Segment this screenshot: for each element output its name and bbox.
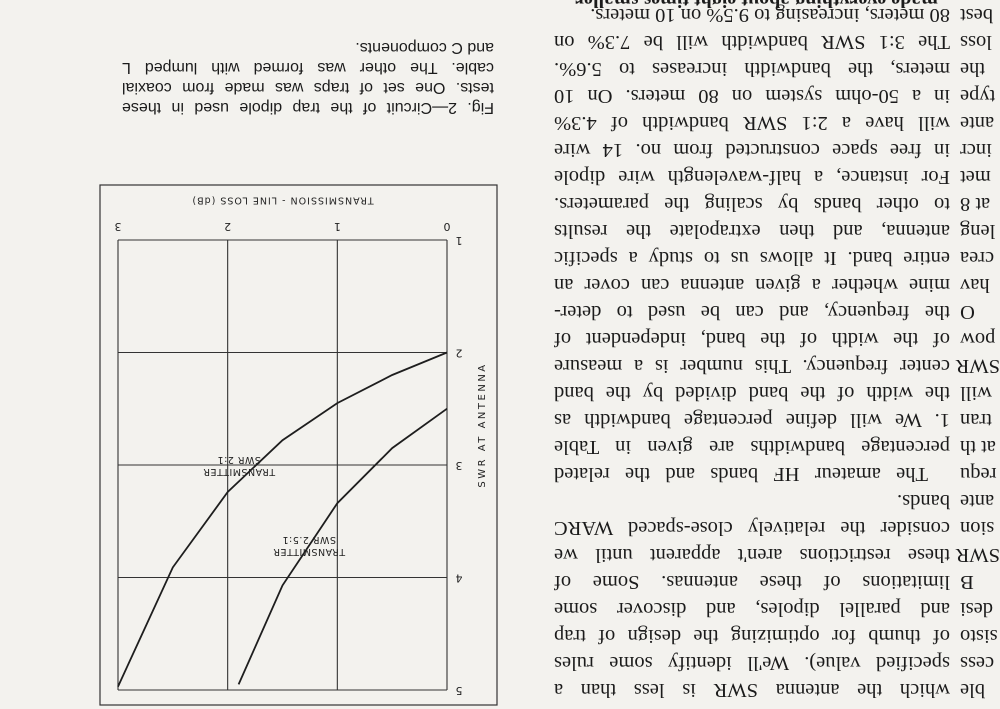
caption-line: tests. One set of traps was made from co…	[122, 79, 494, 96]
column-fragment: desi	[960, 598, 994, 620]
text-line: consider the relatively close-spaced WAR…	[554, 517, 950, 539]
text-line: antenna, and then extrapolate the result…	[554, 220, 950, 242]
caption-line: and C components.	[355, 39, 494, 56]
text-line: in a 50-ohm system on 80 meters. On 10	[554, 85, 950, 107]
y-tick-label: 3	[456, 459, 463, 472]
caption-line: cable. The other was formed with lumped …	[122, 59, 494, 76]
curve-label: TRANSMITTER SWR 2:1	[202, 454, 276, 477]
x-tick-label: 1	[334, 220, 341, 233]
text-line: in free space constructed from no. 14 wi…	[554, 139, 950, 161]
column-fragment: ante	[960, 490, 995, 512]
caption-line: Fig. 2—Circuit of the trap dipole used i…	[122, 99, 494, 116]
x-tick-label: 3	[115, 220, 122, 233]
text-line: of thumb for optimizing the design of tr…	[554, 625, 950, 647]
column-fragment: ante	[960, 112, 995, 134]
text-line: bands.	[897, 490, 950, 512]
y-tick-label: 4	[456, 572, 463, 585]
text-line: percentage bandwidths are given in Table	[554, 436, 950, 458]
column-fragment: met	[960, 166, 991, 188]
y-tick-label: 2	[456, 347, 463, 360]
column-fragment: hav	[960, 274, 990, 296]
column-fragment: SWR	[955, 355, 1000, 377]
column-fragment: type	[960, 85, 996, 107]
text-line: these restrictions aren't apparent until…	[554, 544, 950, 566]
column-fragment: cess	[960, 652, 995, 674]
y-tick-label: 1	[456, 234, 463, 247]
column-fragment: leng	[960, 220, 996, 242]
text-line: the frequency, and can be used to deter-	[554, 301, 950, 323]
column-fragment: will	[960, 382, 992, 404]
x-tick-label: 0	[444, 220, 451, 233]
text-line: of the width of the band, independent of	[554, 328, 950, 350]
text-line: entire band. It allows us to study a spe…	[554, 247, 950, 269]
column-fragment: at th	[960, 436, 996, 458]
text-line: limitations of these antennas. Some of	[554, 571, 950, 593]
column-fragment: the	[960, 58, 986, 80]
cutoff-line: made everything about eight times smalle…	[572, 0, 938, 11]
column-fragment: loss	[960, 31, 992, 53]
column-fragment: at 8	[960, 193, 991, 215]
column-fragment: crea	[960, 247, 995, 269]
column-fragment: sisto	[960, 625, 998, 647]
text-line: center frequency. This number is a measu…	[554, 355, 950, 377]
text-line: to other bands by scaling the parameters…	[554, 193, 950, 215]
text-line: mine whether a given antenna can cover a…	[554, 274, 950, 296]
column-fragment: best	[960, 4, 994, 26]
x-axis-title: TRANSMISSION - LINE LOSS (dB)	[191, 195, 374, 206]
text-line: specified value). We'll identify some ru…	[554, 652, 950, 674]
text-line: For instance, a half-wavelength wire dip…	[554, 166, 950, 188]
column-fragment: B	[960, 571, 974, 593]
column-fragment: tran	[960, 409, 992, 431]
text-line: The amateur HF bands and the related	[554, 463, 928, 485]
column-fragment: incr	[960, 139, 992, 161]
y-tick-label: 5	[456, 684, 463, 697]
text-line: will have a 2:1 SWR bandwidth of 4.3%	[554, 112, 950, 134]
text-line: which the antenna SWR is less than a	[554, 679, 950, 701]
text-line: meters, the bandwidth increases to 5.6%.	[554, 58, 950, 80]
column-fragment: ble	[960, 679, 986, 701]
curve	[117, 351, 448, 687]
column-fragment: requ	[960, 463, 997, 485]
text-line: The 3:1 SWR bandwidth will be 7.3% on	[554, 31, 950, 53]
column-fragment: SWR	[955, 544, 1000, 566]
text-line: and parallel dipoles, and discover some	[554, 598, 950, 620]
text-line: 1. We will define percentage bandwidth a…	[554, 409, 950, 431]
column-fragment: pow	[960, 328, 996, 350]
x-tick-label: 2	[224, 220, 231, 233]
column-fragment: sion	[960, 517, 995, 539]
text-line: the width of the band divided by the ban…	[554, 382, 950, 404]
curve-label: TRANSMITTER SWR 2.5:1	[272, 534, 346, 557]
figure-frame	[99, 184, 498, 706]
column-fragment: O	[960, 301, 975, 323]
y-axis-title: SWR AT ANTENNA	[477, 362, 488, 487]
curve	[237, 407, 448, 685]
